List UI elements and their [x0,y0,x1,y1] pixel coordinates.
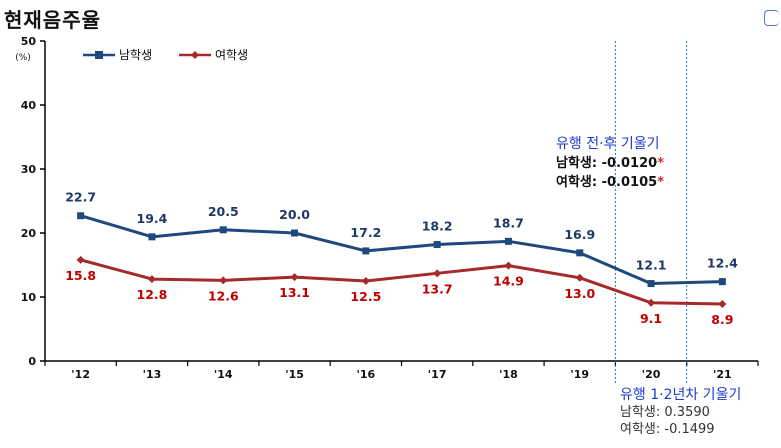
note-top-female: 여학생: -0.0105* [556,173,664,192]
data-label-male: 12.4 [707,256,738,271]
data-point-male [148,233,156,241]
data-label-male: 16.9 [564,227,595,242]
data-label-female: 14.9 [493,274,524,289]
data-label-female: 8.9 [711,312,733,327]
data-point-male [433,241,441,249]
legend-male-label: 남학생 [119,48,153,62]
data-point-male [291,229,299,237]
data-point-female [718,300,727,309]
data-label-male: 18.2 [422,219,453,234]
x-tick-label: '19 [570,368,589,381]
data-point-female [504,261,513,270]
x-tick-label: '17 [428,368,447,381]
data-point-female [290,273,299,282]
data-point-female [433,269,442,278]
x-tick-label: '15 [285,368,304,381]
y-tick-label: 20 [21,227,37,240]
series-line-male [80,214,723,286]
note-pre-post-slope: 유행 전·후 기울기 남학생: -0.0120* 여학생: -0.0105* [556,135,664,192]
x-tick-label: '21 [713,368,732,381]
note-top-male: 남학생: -0.0120* [556,154,664,173]
data-point-female [147,275,156,284]
note-bottom-female: 여학생: -0.1499 [620,422,715,437]
legend-female-marker-icon [178,50,211,59]
data-point-female [575,273,584,282]
data-point-male [219,226,227,234]
x-tick-label: '13 [143,368,162,381]
y-tick-label: 10 [21,291,37,304]
data-label-female: 12.8 [137,287,168,302]
data-label-female: 13.1 [279,285,310,300]
data-point-male [576,249,584,257]
note-bottom-male: 남학생: 0.3590 [620,405,710,420]
note-pandemic-slope: 유행 1·2년차 기울기 남학생: 0.3590 여학생: -0.1499 [620,387,741,438]
data-label-female: 15.8 [65,268,96,283]
data-label-male: 19.4 [137,211,168,226]
note-top-male-label: 남학생 [556,156,592,171]
note-top-female-star: * [657,175,664,190]
data-point-male [647,280,655,288]
data-point-female [361,277,370,285]
data-point-male [718,278,726,286]
data-label-male: 17.2 [350,225,381,240]
legend: 남학생 여학생 [82,46,270,63]
legend-item-female: 여학생 [178,46,248,63]
note-bottom-heading: 유행 1·2년차 기울기 [620,387,742,403]
y-tick-label: 50 [21,35,37,48]
data-label-female: 12.5 [350,289,381,304]
note-top-heading: 유행 전·후 기울기 [556,136,660,152]
data-point-male [77,212,85,220]
data-label-male: 20.5 [208,204,239,219]
data-label-male: 20.0 [279,207,310,222]
data-point-female [76,255,85,264]
data-point-female [219,276,228,285]
x-tick-label: '20 [642,368,661,381]
data-point-male [362,247,370,255]
data-point-male [504,237,512,245]
data-label-male: 22.7 [65,190,96,205]
y-tick-label: 0 [28,355,36,368]
legend-item-male: 남학생 [82,46,152,63]
data-label-female: 9.1 [640,311,662,326]
x-tick-label: '14 [214,368,233,381]
x-tick-label: '18 [499,368,518,381]
data-label-female: 12.6 [208,288,239,303]
data-point-female [647,298,656,307]
corner-icon [764,10,779,26]
data-label-male: 12.1 [636,258,667,273]
note-top-male-star: * [657,156,664,171]
y-tick-label: 30 [21,163,37,176]
note-top-male-value: : -0.0120 [591,156,658,171]
data-label-female: 13.7 [422,281,453,296]
y-tick-label: 40 [21,99,37,112]
note-top-female-value: : -0.0105 [591,175,658,190]
data-label-female: 13.0 [564,286,595,301]
note-top-female-label: 여학생 [556,175,592,190]
x-tick-label: '16 [357,368,376,381]
legend-female-label: 여학생 [214,48,249,62]
series-line-female [80,258,723,306]
page-title: 현재음주율 [4,8,101,32]
legend-male-marker-icon [83,50,115,59]
y-unit-label: (%) [15,53,31,63]
x-tick-label: '12 [71,368,90,381]
data-label-male: 18.7 [493,215,524,230]
